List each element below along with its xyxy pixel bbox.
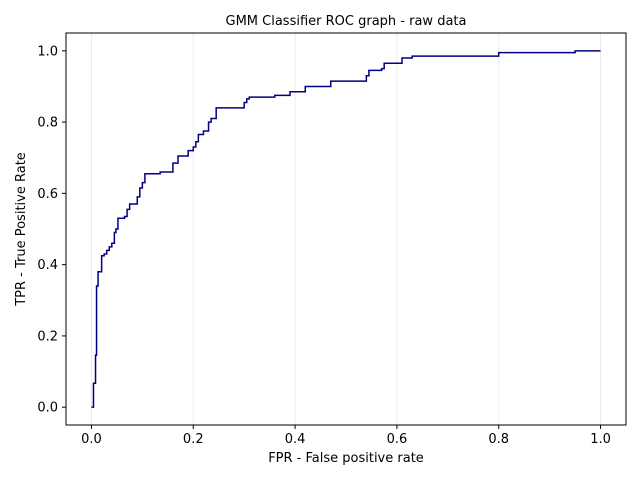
plot-frame [65,32,627,426]
x-tick-label: 1.0 [590,432,611,447]
x-axis-label: FPR - False positive rate [268,451,424,466]
x-tick-label: 0.4 [285,432,306,447]
y-tick-label: 0.4 [37,258,58,273]
y-tick-label: 0.8 [37,116,58,131]
y-tick-label: 0.2 [37,329,58,344]
y-ticks: 0.0 0.2 0.4 0.6 0.8 1.0 [37,44,66,416]
chart-title: GMM Classifier ROC graph - raw data [226,14,467,29]
x-tick-label: 0.6 [387,432,408,447]
roc-curve-line [91,50,601,408]
y-tick-label: 0.6 [37,187,58,202]
plot-lines [91,50,601,408]
x-tick-label: 0.2 [183,432,204,447]
x-tick-label: 0.0 [81,432,102,447]
grid [90,33,602,425]
y-axis-label: TPR - True Positive Rate [14,152,29,307]
x-tick-label: 0.8 [488,432,509,447]
y-tick-label: 1.0 [37,44,58,59]
y-tick-label: 0.0 [37,401,58,416]
x-ticks: 0.0 0.2 0.4 0.6 0.8 1.0 [81,425,611,447]
